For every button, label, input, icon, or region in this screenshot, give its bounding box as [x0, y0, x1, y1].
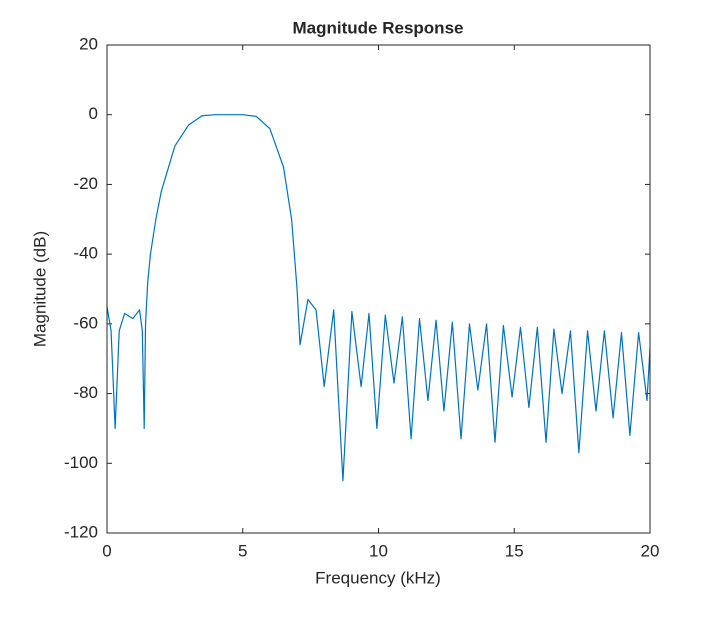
y-tick-label: -120 [64, 522, 98, 541]
y-tick-label: -20 [73, 174, 98, 193]
chart-title: Magnitude Response [293, 18, 464, 37]
y-tick-label: -60 [73, 313, 98, 332]
y-tick-label: 20 [79, 34, 98, 53]
axes-box [106, 44, 651, 534]
x-tick-label: 15 [505, 541, 524, 560]
y-tick-label: -80 [73, 383, 98, 402]
x-tick-label: 5 [238, 541, 247, 560]
x-tick-label: 10 [369, 541, 388, 560]
y-tick-label: 0 [89, 104, 98, 123]
x-tick-label: 0 [102, 541, 111, 560]
y-tick-label: -40 [73, 244, 98, 263]
x-axis-label: Frequency (kHz) [315, 568, 441, 587]
x-tick-label: 20 [641, 541, 660, 560]
y-axis-label: Magnitude (dB) [30, 231, 49, 347]
line-series [106, 114, 651, 482]
y-tick-label: -100 [64, 453, 98, 472]
